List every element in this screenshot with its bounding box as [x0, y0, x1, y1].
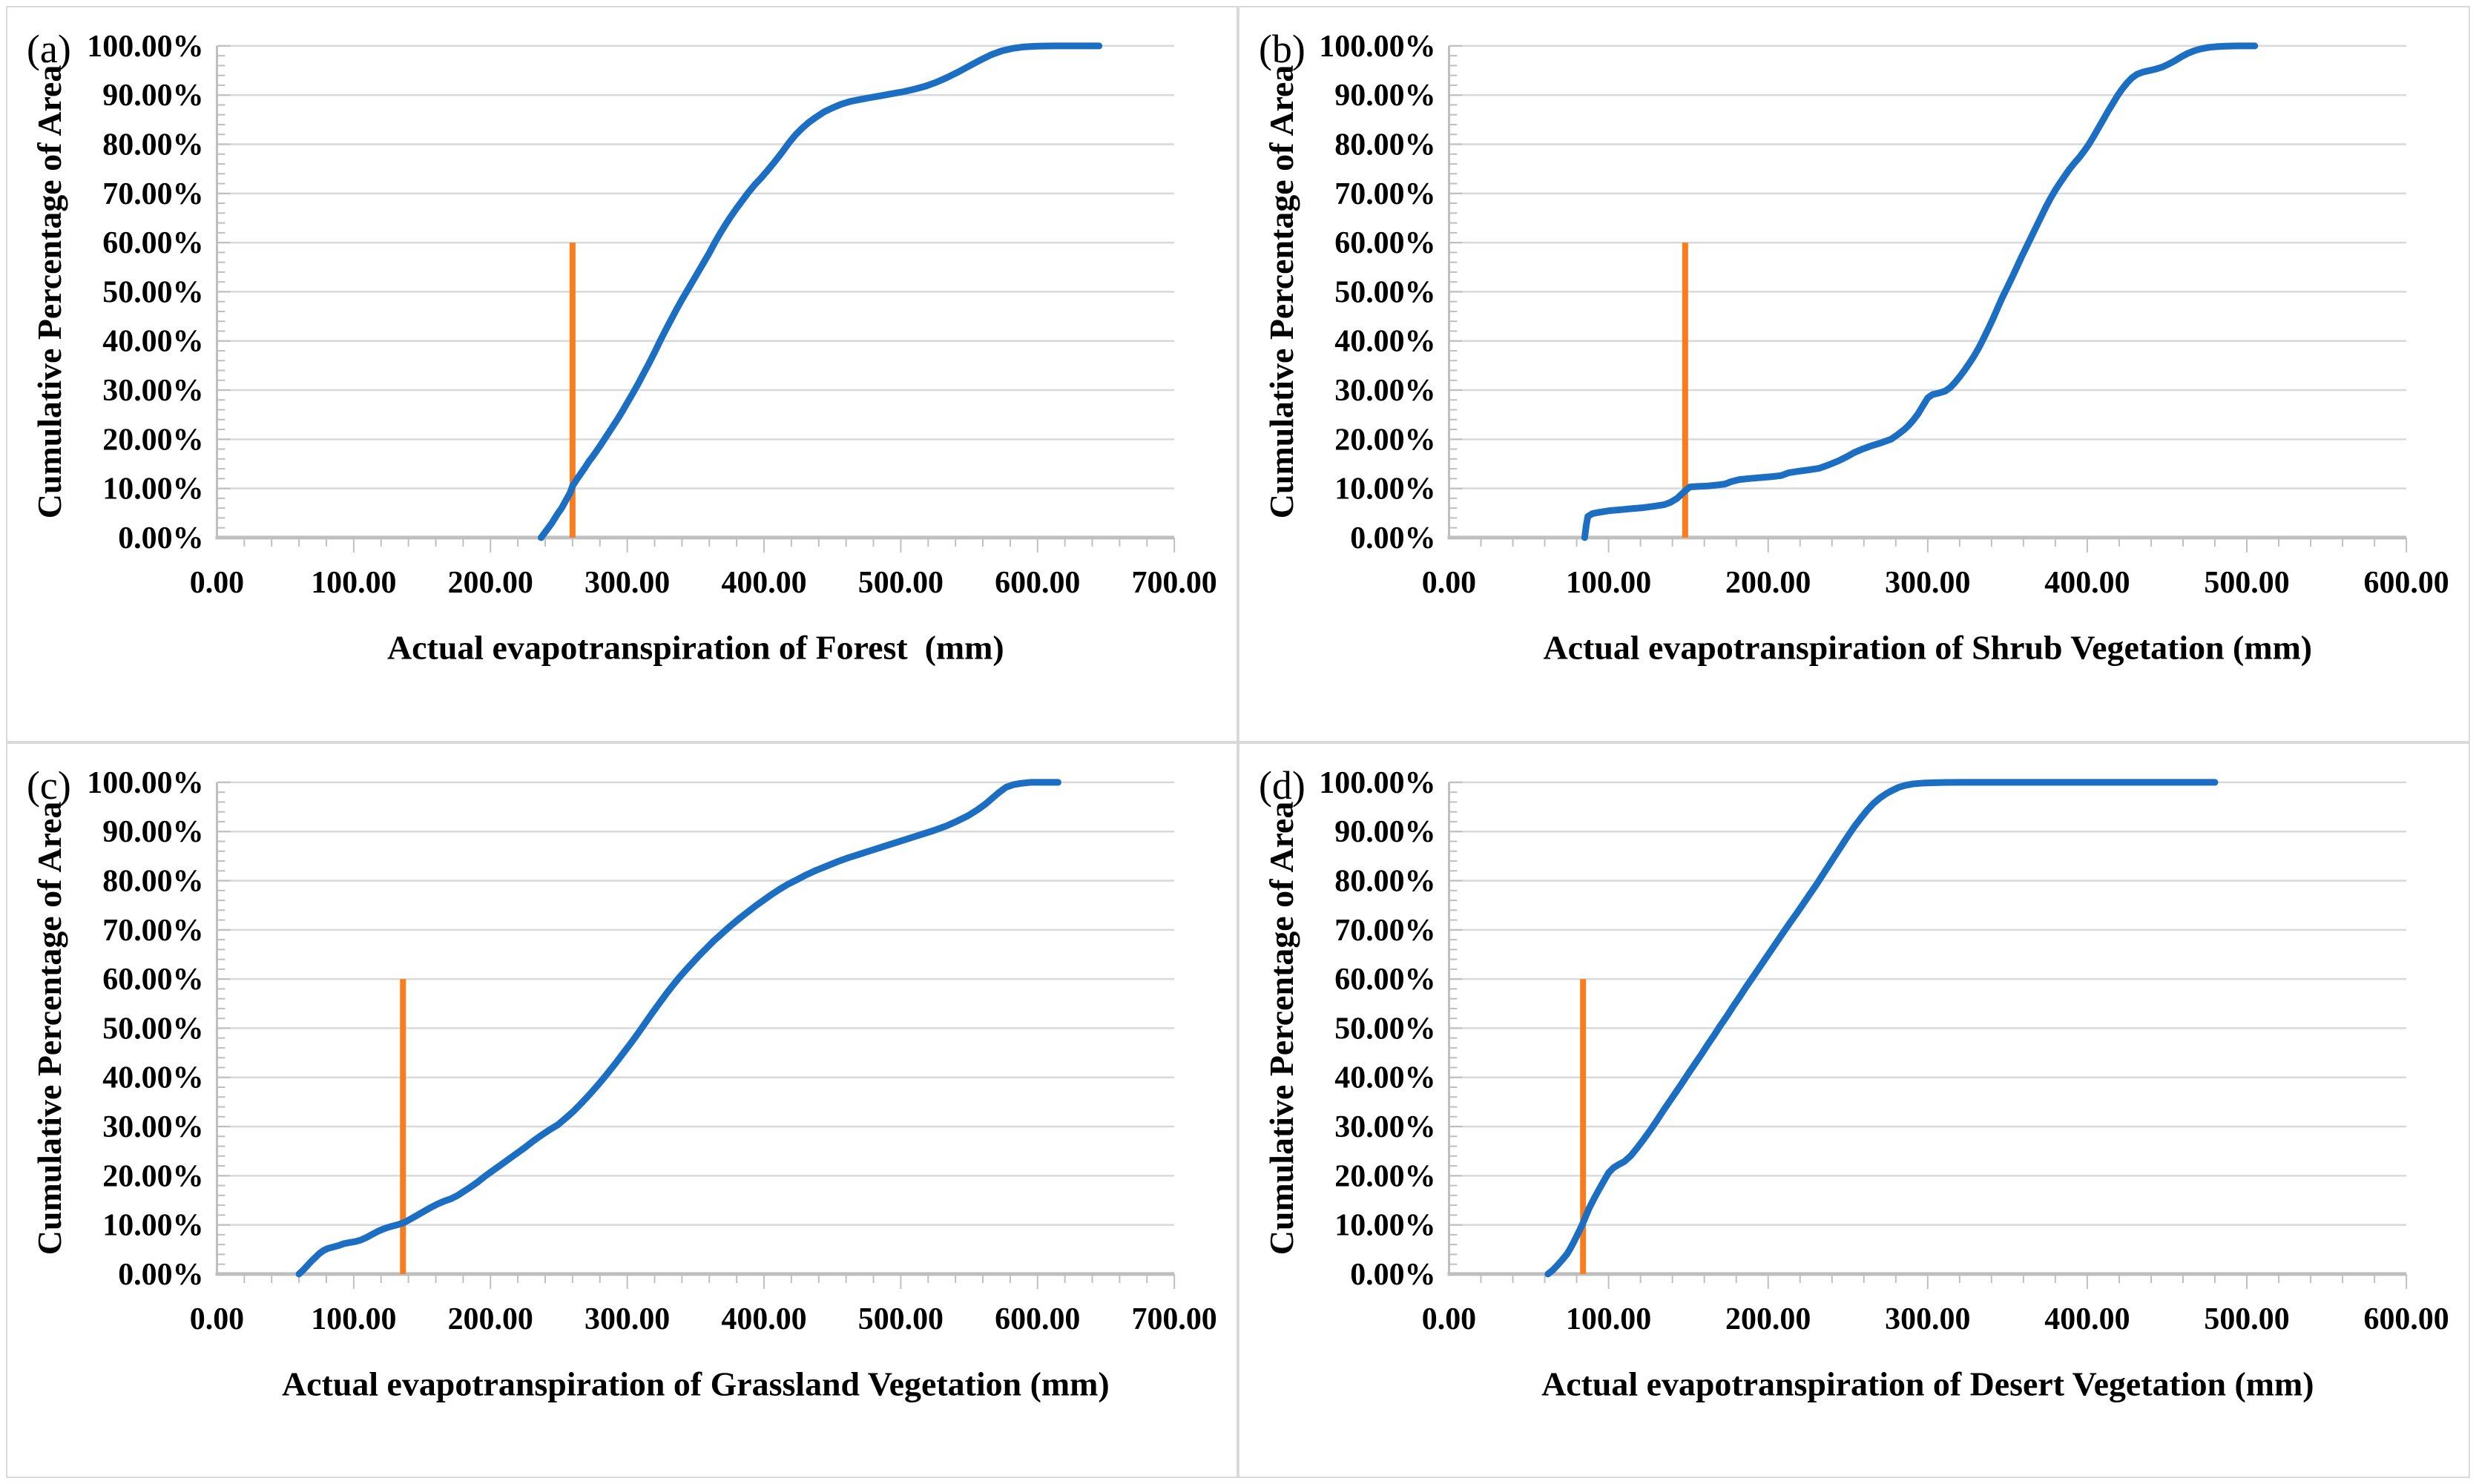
cumulative-curve: [1581, 42, 2259, 541]
y-tick-label: 10.00%: [1334, 1208, 1435, 1242]
x-tick-label: 200.00: [1725, 1302, 1811, 1336]
x-tick-label: 400.00: [2044, 566, 2130, 600]
x-tick-label: 0.00: [190, 1302, 244, 1336]
panel-letter: (d): [1259, 762, 1306, 807]
y-tick-label: 20.00%: [102, 1159, 203, 1193]
y-tick-label: 10.00%: [1334, 472, 1435, 507]
y-tick-label: 70.00%: [102, 913, 203, 947]
y-tick-label: 100.00%: [1319, 765, 1435, 799]
y-tick-label: 30.00%: [1334, 1109, 1435, 1144]
cumulative-curve: [1544, 778, 2219, 1277]
x-tick-label: 600.00: [2364, 1302, 2449, 1336]
x-tick-label: 100.00: [1566, 1302, 1651, 1336]
x-tick-label: 400.00: [2044, 1302, 2130, 1336]
chart-canvas-grassland: 0.00% 10.00% 20.00% 30.00% 40.00% 50.00% 60.00…: [27, 762, 1217, 1402]
panel-letter: (b): [1259, 27, 1306, 71]
x-tick-label: 700.00: [1132, 566, 1217, 600]
chart-canvas-shrub: 0.00% 10.00% 20.00% 30.00% 40.00% 50.00% 60.00…: [1259, 27, 2449, 667]
panel-b-shrub: 0.00% 10.00% 20.00% 30.00% 40.00% 50.00% 60.00…: [1238, 6, 2470, 742]
y-tick-label: 0.00%: [118, 1257, 203, 1291]
x-tick-label: 500.00: [2204, 566, 2289, 600]
y-tick-label: 20.00%: [102, 423, 203, 457]
y-tick-label: 60.00%: [102, 963, 203, 997]
y-tick-label: 30.00%: [102, 374, 203, 408]
x-tick-label: 600.00: [995, 566, 1080, 600]
y-tick-label: 60.00%: [102, 226, 203, 260]
y-tick-label: 30.00%: [102, 1109, 203, 1144]
x-tick-label: 200.00: [448, 566, 533, 600]
y-tick-label: 20.00%: [1334, 423, 1435, 457]
x-tick-label: 300.00: [1885, 566, 1970, 600]
y-axis-title: Cumulative Percentage of Area: [30, 801, 68, 1255]
y-tick-label: 70.00%: [102, 177, 203, 211]
x-axis-title: Actual evapotranspiration of Grassland V…: [282, 1365, 1110, 1402]
x-tick-label: 300.00: [585, 1302, 670, 1336]
x-tick-label: 100.00: [311, 1302, 396, 1336]
y-axis-title: Cumulative Percentage of Area: [30, 65, 68, 519]
x-axis-title: Actual evapotranspiration of Shrub Veget…: [1544, 629, 2313, 667]
y-tick-label: 0.00%: [1350, 521, 1435, 555]
y-tick-label: 60.00%: [1334, 963, 1435, 997]
x-tick-label: 0.00: [1422, 1302, 1476, 1336]
x-tick-label: 700.00: [1132, 1302, 1217, 1336]
y-tick-label: 50.00%: [102, 275, 203, 309]
y-axis-title: Cumulative Percentage of Area: [1262, 65, 1300, 519]
y-tick-label: 30.00%: [1334, 374, 1435, 408]
x-axis-title: Actual evapotranspiration of Forest (mm): [387, 629, 1004, 667]
panel-d-desert: 0.00% 10.00% 20.00% 30.00% 40.00% 50.00% 60.00…: [1238, 742, 2470, 1478]
x-tick-label: 500.00: [858, 566, 944, 600]
x-tick-label: 0.00: [1422, 566, 1476, 600]
x-tick-label: 300.00: [585, 566, 670, 600]
y-tick-label: 80.00%: [1334, 864, 1435, 898]
panel-a-forest: 0.00% 10.00% 20.00% 30.00% 40.00% 50.00% 60.00…: [6, 6, 1238, 742]
chart-canvas-desert: 0.00% 10.00% 20.00% 30.00% 40.00% 50.00% 60.00…: [1259, 762, 2449, 1402]
chart-canvas-forest: 0.00% 10.00% 20.00% 30.00% 40.00% 50.00% 60.00…: [27, 27, 1217, 667]
x-tick-label: 600.00: [995, 1302, 1080, 1336]
x-tick-label: 500.00: [2204, 1302, 2289, 1336]
panel-letter: (a): [27, 27, 71, 71]
y-axis-title: Cumulative Percentage of Area: [1262, 801, 1300, 1255]
panel-c-grassland: 0.00% 10.00% 20.00% 30.00% 40.00% 50.00% 60.00…: [6, 742, 1238, 1478]
y-tick-label: 10.00%: [102, 472, 203, 507]
x-axis-title: Actual evapotranspiration of Desert Vege…: [1541, 1365, 2314, 1402]
panel-letter: (c): [27, 762, 71, 807]
x-tick-label: 100.00: [311, 566, 396, 600]
y-tick-label: 40.00%: [102, 325, 203, 359]
x-tick-label: 200.00: [1725, 566, 1811, 600]
y-tick-label: 90.00%: [1334, 815, 1435, 849]
cumulative-curve: [538, 42, 1103, 541]
y-tick-label: 60.00%: [1334, 226, 1435, 260]
y-tick-label: 40.00%: [1334, 325, 1435, 359]
y-tick-label: 100.00%: [87, 765, 203, 799]
y-tick-label: 90.00%: [1334, 79, 1435, 113]
y-tick-label: 50.00%: [1334, 275, 1435, 309]
x-tick-label: 500.00: [858, 1302, 944, 1336]
y-tick-label: 70.00%: [1334, 913, 1435, 947]
y-tick-label: 100.00%: [1319, 30, 1435, 64]
y-tick-label: 40.00%: [102, 1061, 203, 1095]
y-tick-label: 90.00%: [102, 79, 203, 113]
x-tick-label: 0.00: [190, 566, 244, 600]
x-tick-label: 300.00: [1885, 1302, 1970, 1336]
x-tick-label: 600.00: [2364, 566, 2449, 600]
x-tick-label: 100.00: [1566, 566, 1651, 600]
y-tick-label: 50.00%: [1334, 1012, 1435, 1046]
y-tick-label: 100.00%: [87, 30, 203, 64]
y-tick-label: 20.00%: [1334, 1159, 1435, 1193]
y-tick-label: 50.00%: [102, 1012, 203, 1046]
y-tick-label: 10.00%: [102, 1208, 203, 1242]
y-tick-label: 0.00%: [1350, 1257, 1435, 1291]
y-tick-label: 80.00%: [102, 128, 203, 162]
y-tick-label: 40.00%: [1334, 1061, 1435, 1095]
cumulative-curve: [295, 778, 1061, 1277]
y-tick-label: 80.00%: [102, 864, 203, 898]
x-tick-label: 400.00: [721, 566, 806, 600]
y-tick-label: 70.00%: [1334, 177, 1435, 211]
y-tick-label: 80.00%: [1334, 128, 1435, 162]
x-tick-label: 400.00: [721, 1302, 806, 1336]
y-tick-label: 0.00%: [118, 521, 203, 555]
y-tick-label: 90.00%: [102, 815, 203, 849]
x-tick-label: 200.00: [448, 1302, 533, 1336]
